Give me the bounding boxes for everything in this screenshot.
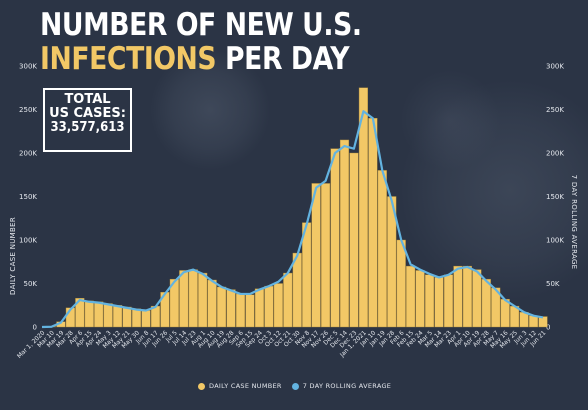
legend-item-bars: DAILY CASE NUMBER	[198, 382, 282, 390]
daily-case-bar	[529, 315, 539, 328]
daily-case-bar	[245, 294, 255, 328]
daily-case-bar	[311, 183, 321, 328]
y-axis-label-right: 7 DAY ROLLING AVERAGE	[570, 175, 578, 270]
y-tick-left: 200K	[19, 150, 37, 158]
daily-case-bar	[387, 196, 397, 328]
daily-case-bar	[358, 87, 368, 328]
y-tick-right: 300K	[546, 63, 564, 71]
legend: DAILY CASE NUMBER 7 DAY ROLLING AVERAGE	[198, 380, 391, 392]
daily-case-bar	[481, 278, 491, 328]
legend-label-bars: DAILY CASE NUMBER	[209, 382, 282, 390]
daily-case-bar	[321, 183, 331, 328]
daily-case-bar	[453, 265, 463, 328]
y-tick-left: 300K	[19, 63, 37, 71]
y-tick-right: 250K	[546, 106, 564, 114]
daily-case-bar	[349, 152, 359, 328]
y-tick-left: 50K	[24, 280, 38, 288]
chart-title: NUMBER OF NEW U.S. INFECTIONS PER DAY	[40, 8, 362, 76]
y-tick-right: 100K	[546, 237, 564, 245]
daily-case-bar	[264, 285, 274, 328]
total-value: 33,577,613	[50, 120, 125, 135]
daily-case-bar	[302, 222, 312, 328]
daily-case-bar	[443, 274, 454, 328]
title-line-2: INFECTIONS PER DAY	[40, 42, 362, 76]
daily-case-bar	[538, 316, 548, 328]
daily-case-bar	[179, 270, 189, 328]
daily-case-bar	[415, 270, 425, 328]
daily-case-bar	[131, 308, 142, 328]
daily-case-bar	[188, 269, 198, 328]
daily-case-bar	[94, 301, 104, 328]
title-highlight: INFECTIONS	[40, 41, 217, 77]
daily-case-bar	[425, 274, 435, 328]
daily-case-bar	[396, 239, 406, 328]
daily-case-bar	[141, 310, 151, 328]
legend-label-line: 7 DAY ROLLING AVERAGE	[302, 382, 392, 390]
y-axis-left: 0 50K 100K 150K 200K 250K 300K	[19, 63, 37, 332]
total-label-2: US CASES:	[49, 106, 126, 121]
daily-case-bar	[472, 269, 482, 328]
daily-case-bar	[491, 287, 501, 328]
daily-case-bar	[273, 283, 283, 328]
total-cases-box: TOTAL US CASES: 33,577,613	[43, 88, 132, 152]
total-label-1: TOTAL	[64, 92, 111, 107]
y-tick-right: 50K	[546, 280, 560, 288]
daily-case-bar	[339, 139, 350, 328]
y-tick-left: 250K	[19, 106, 37, 114]
daily-case-bar	[283, 272, 293, 328]
y-tick-right: 200K	[546, 150, 564, 158]
daily-case-bar	[207, 279, 217, 328]
y-tick-left: 100K	[19, 237, 37, 245]
y-axis-right: 0 50K 100K 150K 200K 250K 300K	[546, 63, 564, 332]
y-tick-left: 150K	[19, 193, 37, 201]
legend-swatch-bars	[198, 382, 205, 390]
daily-case-bar	[434, 277, 444, 328]
y-tick-right: 0	[546, 324, 550, 332]
legend-item-line: 7 DAY ROLLING AVERAGE	[291, 382, 392, 390]
daily-case-bar	[377, 170, 387, 328]
daily-case-bar	[122, 306, 132, 328]
y-tick-right: 150K	[546, 193, 564, 201]
rolling-average-line	[41, 110, 544, 329]
daily-case-bar	[406, 265, 416, 328]
daily-case-bar	[217, 286, 227, 328]
daily-case-bar	[254, 288, 264, 328]
daily-case-bar	[292, 252, 302, 328]
daily-case-bar	[368, 117, 378, 328]
daily-case-bar	[103, 303, 113, 328]
bar-series	[46, 87, 548, 328]
title-rest: PER DAY	[225, 41, 350, 77]
y-tick-left: 0	[33, 324, 37, 332]
daily-case-bar	[84, 300, 94, 328]
daily-case-bar	[462, 265, 472, 328]
daily-case-bar	[75, 298, 85, 328]
daily-case-bar	[500, 298, 510, 328]
daily-case-bar	[330, 148, 340, 328]
y-axis-label-left: DAILY CASE NUMBER	[9, 217, 17, 295]
legend-swatch-line	[291, 382, 299, 390]
title-line-1: NUMBER OF NEW U.S.	[40, 7, 362, 43]
daily-case-bar	[198, 272, 208, 328]
daily-case-bar	[235, 293, 246, 328]
daily-case-bar	[226, 289, 236, 328]
daily-case-bar	[113, 305, 123, 328]
daily-case-bar	[169, 278, 179, 328]
